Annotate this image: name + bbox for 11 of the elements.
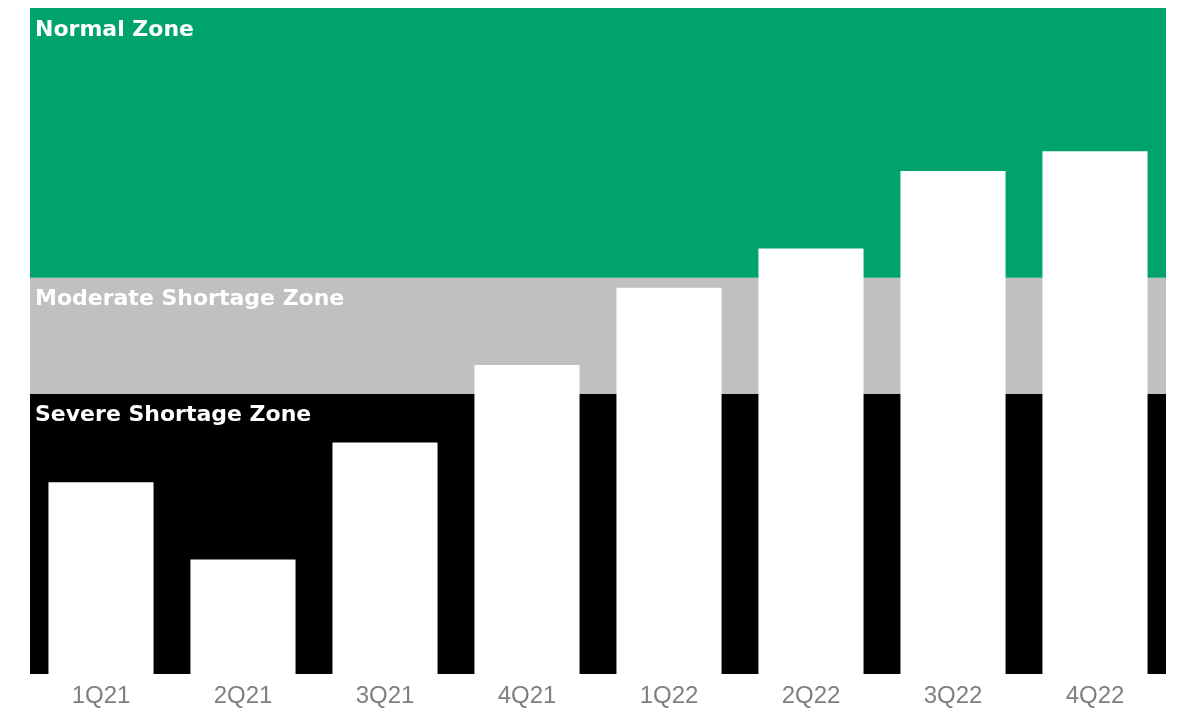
x-tick-label: 2Q21 — [213, 680, 273, 708]
x-tick-label: 1Q22 — [639, 680, 699, 708]
band-label: Severe Shortage Zone — [35, 401, 312, 427]
x-tick-label: 4Q22 — [1065, 680, 1125, 708]
x-tick-label: 2Q22 — [781, 680, 841, 708]
band-label: Normal Zone — [35, 15, 194, 41]
x-tick-label: 4Q21 — [497, 680, 557, 708]
x-tick-label: 3Q21 — [355, 680, 415, 708]
x-tick-label: 3Q22 — [923, 680, 983, 708]
x-tick-label: 1Q21 — [71, 680, 131, 708]
band-label: Moderate Shortage Zone — [35, 285, 345, 311]
